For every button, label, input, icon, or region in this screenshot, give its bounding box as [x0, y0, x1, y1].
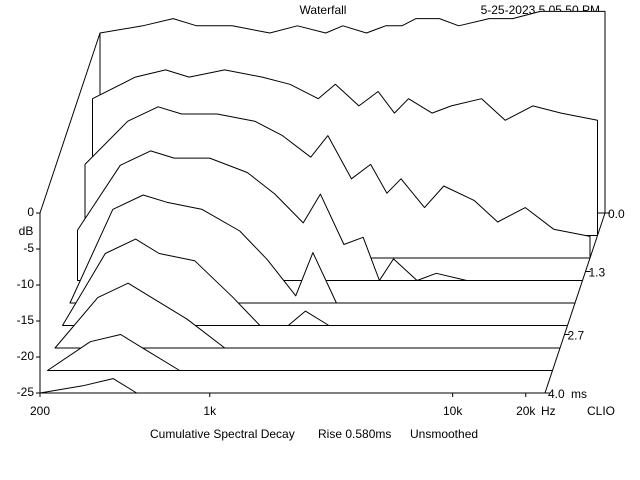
- y-tick-label: 0: [27, 205, 34, 219]
- caption: Rise 0.580ms: [318, 427, 391, 441]
- decay-slice: [39, 378, 546, 394]
- y-tick-label: -25: [17, 385, 35, 399]
- x-tick-label: 10k: [443, 404, 463, 418]
- x-tick-label: 200: [30, 404, 50, 418]
- decay-slice: [62, 238, 568, 326]
- caption: Unsmoothed: [410, 427, 478, 441]
- y-tick-label: -5: [23, 241, 34, 255]
- z-tick-label: 1.3: [589, 266, 606, 280]
- z-tick-label: 4.0: [548, 387, 565, 401]
- x-tick-label: 1k: [203, 404, 217, 418]
- brand: CLIO: [587, 404, 615, 418]
- chart-title: Waterfall: [300, 3, 347, 17]
- decay-slice: [47, 334, 553, 371]
- x-unit: Hz: [541, 404, 556, 418]
- left-wall-edge: [39, 32, 101, 214]
- y-axis-label: dB: [19, 224, 34, 238]
- x-tick-label: 20k: [516, 404, 536, 418]
- z-tick-label: 0.0: [608, 207, 625, 221]
- y-tick-label: -20: [17, 349, 35, 363]
- z-tick-label: 2.7: [568, 329, 585, 343]
- y-tick-label: -10: [17, 277, 35, 291]
- decay-slice: [54, 282, 561, 349]
- z-unit: ms: [571, 387, 587, 401]
- caption: Cumulative Spectral Decay: [150, 427, 295, 441]
- y-tick-label: -15: [17, 313, 35, 327]
